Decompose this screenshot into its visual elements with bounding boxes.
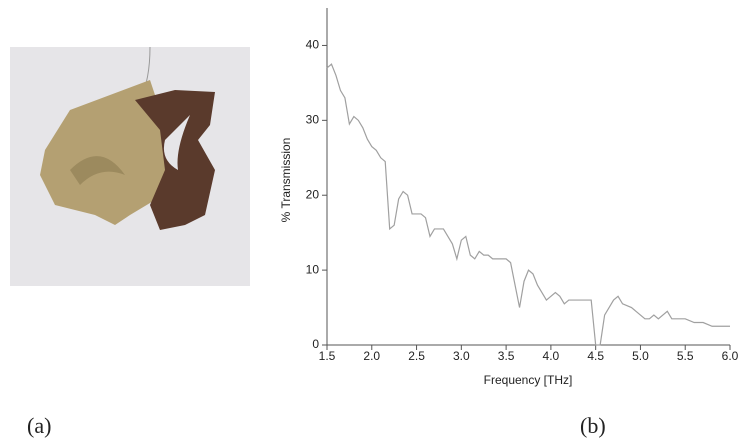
y-tick-label: 20 bbox=[306, 187, 320, 201]
x-tick-label: 5.5 bbox=[677, 349, 694, 363]
y-tick-label: 30 bbox=[306, 113, 320, 127]
x-tick-label: 3.0 bbox=[453, 349, 470, 363]
y-tick-label: 10 bbox=[306, 262, 320, 276]
y-axis-title: % Transmission bbox=[279, 138, 293, 223]
x-tick-label: 1.5 bbox=[319, 349, 336, 363]
panel-label: (b) bbox=[580, 413, 606, 438]
y-tick-label: 0 bbox=[312, 337, 319, 351]
x-tick-label: 5.0 bbox=[632, 349, 649, 363]
x-axis-title: Frequency [THz] bbox=[484, 373, 573, 387]
x-tick-label: 4.0 bbox=[543, 349, 560, 363]
x-tick-label: 2.0 bbox=[363, 349, 380, 363]
x-tick-label: 4.5 bbox=[587, 349, 604, 363]
x-tick-label: 6.0 bbox=[722, 349, 739, 363]
x-tick-label: 3.5 bbox=[498, 349, 515, 363]
x-tick-label: 2.5 bbox=[408, 349, 425, 363]
y-tick-label: 40 bbox=[306, 38, 320, 52]
photo bbox=[10, 46, 250, 286]
data-line bbox=[326, 63, 730, 346]
panel-label: (a) bbox=[27, 413, 51, 438]
